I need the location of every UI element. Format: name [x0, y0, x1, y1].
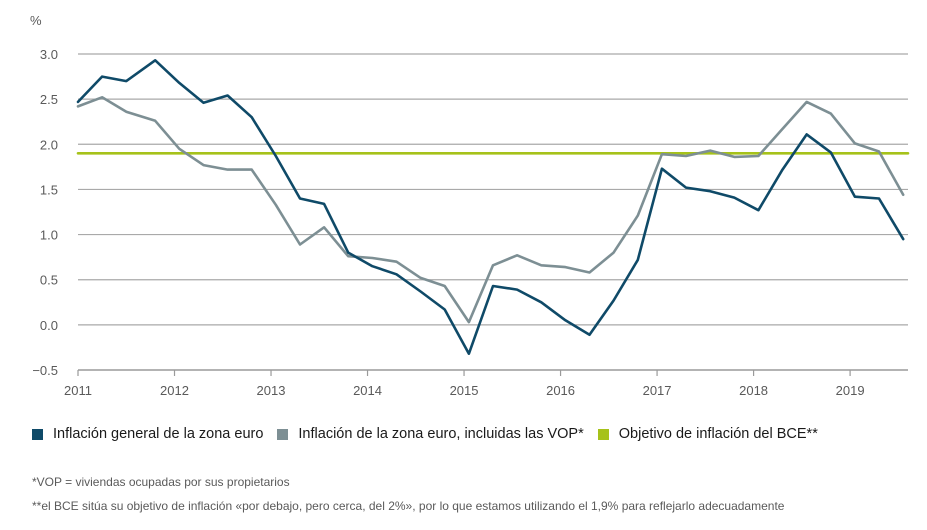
legend-item-vop: Inflación de la zona euro, incluidas las…	[277, 426, 584, 442]
x-tick-label: 2013	[257, 383, 286, 398]
legend-swatch-general	[32, 428, 43, 440]
legend-item-general: Inflación general de la zona euro	[32, 426, 263, 442]
footnote-bce: **el BCE sitúa su objetivo de inflación …	[32, 499, 785, 513]
x-tick-label: 2011	[64, 383, 92, 398]
y-tick-label: 1.5	[40, 182, 58, 197]
x-tick-labels: 2011 2012 2013 2014 2015 2016 2017 2018 2019	[64, 370, 865, 398]
legend-item-target: Objetivo de inflación del BCE**	[597, 426, 818, 442]
x-tick-label: 2018	[739, 383, 768, 398]
legend-label-general: Inflación general de la zona euro	[53, 426, 264, 442]
y-tick-label: 0.5	[40, 273, 58, 288]
series-layer	[76, 58, 910, 356]
x-tick-label: 2015	[450, 383, 479, 398]
legend-swatch-vop	[277, 428, 289, 440]
legend-swatch-target	[597, 428, 609, 440]
x-tick-label: 2019	[836, 383, 865, 398]
legend-label-vop: Inflación de la zona euro, incluidas las…	[298, 426, 584, 442]
y-tick-label: 2.0	[40, 137, 58, 152]
y-tick-label: −0.5	[32, 363, 58, 378]
x-tick-label: 2016	[546, 383, 575, 398]
x-tick-label: 2014	[353, 383, 382, 398]
x-tick-label: 2012	[160, 383, 189, 398]
y-tick-label: 1.0	[40, 228, 58, 243]
legend-label-target: Objetivo de inflación del BCE**	[618, 426, 818, 442]
x-tick-label: 2017	[643, 383, 672, 398]
y-tick-label: 2.5	[40, 92, 58, 107]
y-unit-label: %	[30, 13, 42, 28]
y-tick-labels: 3.0 2.5 2.0 1.5 1.0 0.5 0.0 −0.5	[32, 47, 58, 378]
y-tick-label: 3.0	[40, 47, 58, 62]
legend: Inflación general de la zona euro Inflac…	[32, 426, 832, 442]
series-line-vop	[76, 96, 905, 324]
y-tick-label: 0.0	[40, 318, 58, 333]
series-line-general	[76, 58, 905, 356]
footnote-vop: *VOP = viviendas ocupadas por sus propie…	[32, 475, 290, 489]
inflation-chart: % 3.0 2.5 2.0 1.5 1.0 0.5 0.0 −0.5 2011 2012 2013…	[30, 13, 910, 398]
